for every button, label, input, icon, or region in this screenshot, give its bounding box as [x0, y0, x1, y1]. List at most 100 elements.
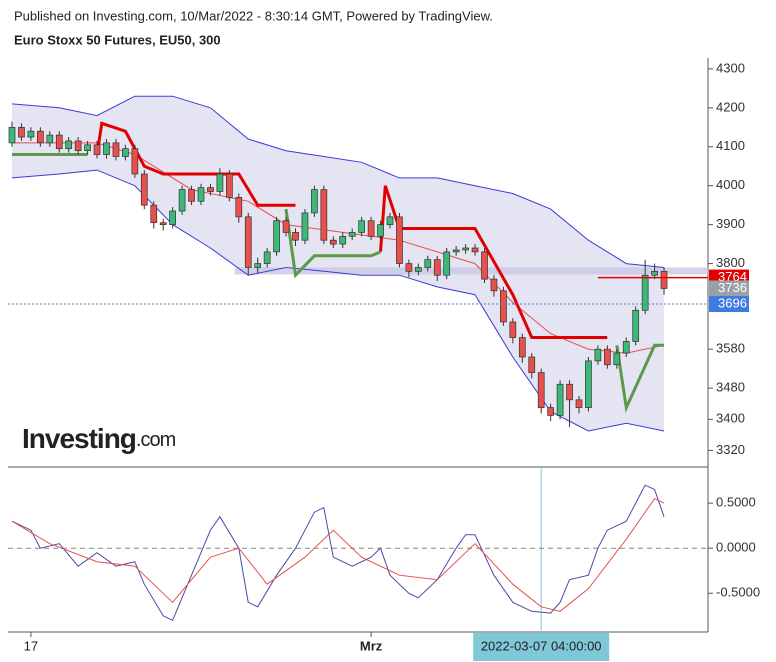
candle-body — [405, 263, 413, 272]
candle-body — [329, 239, 337, 245]
candle-body — [244, 216, 252, 268]
candle-body — [566, 383, 573, 401]
candle-body — [122, 148, 129, 157]
crosshair-label-box — [473, 633, 610, 661]
candle-body — [93, 144, 101, 155]
candle-body — [490, 278, 498, 292]
y-tick-label: 4200 — [716, 99, 745, 114]
candle-body — [547, 407, 555, 416]
y-tick-label: 4300 — [716, 60, 745, 75]
y-tick-label: 4000 — [716, 177, 745, 192]
candle-body — [18, 126, 25, 138]
candle-body — [575, 399, 583, 408]
candle-body — [150, 204, 158, 224]
candle-body — [481, 251, 488, 280]
y-tick-label: 3320 — [716, 442, 745, 457]
candle-body — [471, 247, 479, 253]
candle-body — [311, 189, 318, 214]
candle-body — [140, 173, 148, 206]
logo-suffix: .com — [136, 429, 176, 451]
y-tick-label: 3400 — [716, 411, 745, 426]
candle-body — [8, 126, 16, 144]
candle-body — [348, 232, 356, 237]
candle-body — [131, 148, 139, 175]
candle-body — [613, 352, 621, 366]
candle-body — [462, 247, 469, 251]
y-tick-label: -0.5000 — [716, 585, 760, 600]
indicator-line — [95, 121, 608, 339]
candle-body — [55, 134, 63, 150]
indicator-line — [12, 153, 664, 413]
candle-body — [263, 251, 271, 264]
candle-body — [651, 270, 658, 276]
candle-body — [556, 383, 564, 416]
x-tick-label: 17 — [24, 638, 38, 653]
y-tick-label: 3800 — [716, 255, 745, 270]
y-tick-label: 0.0000 — [716, 540, 756, 555]
candle-body — [358, 220, 365, 233]
upper-band — [11, 95, 665, 268]
candle-body — [235, 197, 243, 218]
candle-body — [226, 173, 233, 198]
candle-body — [594, 348, 602, 362]
candle-body — [528, 356, 536, 373]
candle-body — [159, 222, 167, 225]
candle-body — [188, 189, 195, 202]
candle-body — [197, 187, 205, 202]
candle-body — [386, 216, 394, 225]
candle-body — [36, 130, 44, 144]
logo-text: Investing — [22, 423, 136, 454]
candle-body — [273, 220, 280, 253]
candle-body — [622, 341, 630, 354]
logo: Investing.com — [22, 423, 176, 454]
chart-title: Euro Stoxx 50 Futures, EU50, 300 — [14, 32, 221, 47]
candle-body — [169, 210, 176, 225]
candle-body — [585, 360, 592, 408]
price-label-box — [709, 280, 749, 297]
candle-body — [443, 251, 451, 276]
candle-body — [292, 232, 299, 241]
candle-body — [632, 309, 640, 342]
candle-body — [103, 142, 110, 155]
candle-body — [65, 140, 73, 150]
candle-body — [339, 235, 347, 245]
oscillator-line — [11, 497, 665, 612]
candle-body — [254, 263, 262, 268]
candle-body — [452, 249, 460, 253]
y-tick-label: 0.5000 — [716, 495, 756, 510]
candle-body — [424, 259, 432, 268]
zone — [234, 267, 709, 275]
y-tick-label: 3580 — [716, 341, 745, 356]
price-label: 3764 — [718, 269, 747, 284]
y-tick-label: 4100 — [716, 138, 745, 153]
candle-body — [112, 142, 120, 157]
candle-body — [367, 220, 375, 237]
candle-body — [377, 224, 384, 237]
published-note: Published on Investing.com, 10/Mar/2022 … — [14, 8, 493, 23]
candle-body — [660, 270, 668, 289]
price-label: 3736 — [718, 280, 747, 295]
candle-body — [207, 187, 214, 192]
candle-body — [396, 216, 403, 264]
candle-body — [74, 140, 82, 152]
candle-body — [433, 259, 441, 276]
candle-body — [641, 274, 649, 311]
candle-body — [500, 290, 507, 323]
candle-body — [84, 144, 91, 152]
candle-body — [46, 134, 54, 144]
candle-body — [301, 212, 309, 241]
candle-body — [415, 267, 422, 272]
candle-body — [603, 348, 611, 366]
candle-body — [27, 130, 35, 138]
price-label: 3696 — [718, 295, 747, 310]
candle-body — [509, 321, 517, 338]
candle-body — [518, 337, 526, 358]
y-tick-label: 3480 — [716, 380, 745, 395]
candle-body — [320, 189, 328, 241]
candle-body — [282, 220, 290, 233]
candle-body — [537, 372, 545, 408]
crosshair-label: 2022-03-07 04:00:00 — [481, 638, 602, 653]
x-tick-label: Mrz — [360, 638, 383, 653]
price-label-box — [709, 296, 749, 313]
